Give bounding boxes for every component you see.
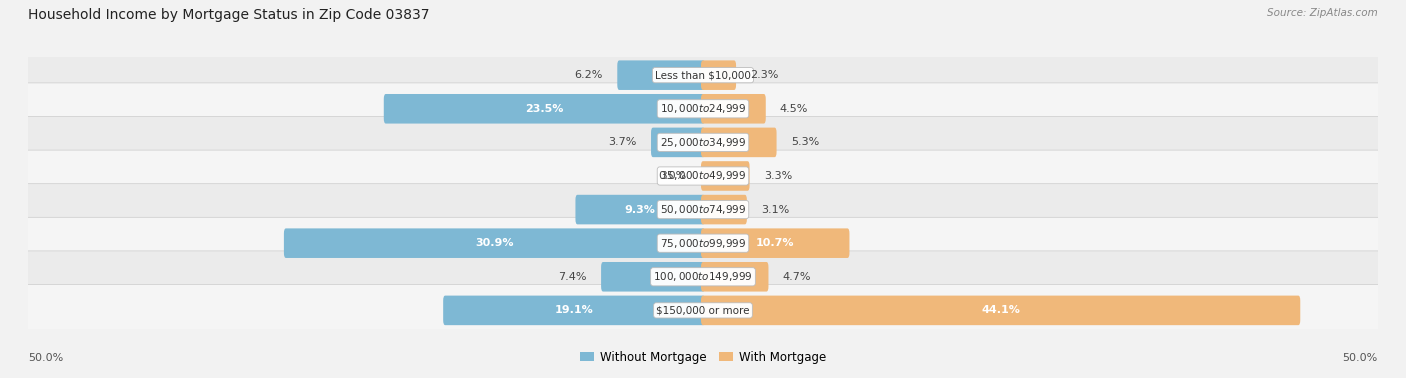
FancyBboxPatch shape [702, 128, 776, 157]
Text: 3.1%: 3.1% [761, 204, 789, 215]
FancyBboxPatch shape [702, 228, 849, 258]
FancyBboxPatch shape [24, 184, 1382, 235]
Text: 2.3%: 2.3% [751, 70, 779, 80]
FancyBboxPatch shape [702, 262, 769, 291]
FancyBboxPatch shape [24, 150, 1382, 202]
FancyBboxPatch shape [702, 60, 737, 90]
FancyBboxPatch shape [651, 128, 704, 157]
FancyBboxPatch shape [24, 49, 1382, 101]
FancyBboxPatch shape [24, 217, 1382, 269]
Text: $25,000 to $34,999: $25,000 to $34,999 [659, 136, 747, 149]
FancyBboxPatch shape [602, 262, 704, 291]
FancyBboxPatch shape [24, 285, 1382, 336]
Text: Less than $10,000: Less than $10,000 [655, 70, 751, 80]
FancyBboxPatch shape [24, 116, 1382, 168]
Text: 3.3%: 3.3% [763, 171, 792, 181]
Text: $75,000 to $99,999: $75,000 to $99,999 [659, 237, 747, 250]
Text: 50.0%: 50.0% [1343, 353, 1378, 363]
Text: 44.1%: 44.1% [981, 305, 1021, 315]
FancyBboxPatch shape [702, 296, 1301, 325]
Text: $50,000 to $74,999: $50,000 to $74,999 [659, 203, 747, 216]
Text: 7.4%: 7.4% [558, 272, 586, 282]
Text: 19.1%: 19.1% [555, 305, 593, 315]
Text: Source: ZipAtlas.com: Source: ZipAtlas.com [1267, 8, 1378, 17]
Text: 6.2%: 6.2% [575, 70, 603, 80]
FancyBboxPatch shape [702, 94, 766, 124]
FancyBboxPatch shape [24, 251, 1382, 303]
Text: Household Income by Mortgage Status in Zip Code 03837: Household Income by Mortgage Status in Z… [28, 8, 430, 22]
Text: $35,000 to $49,999: $35,000 to $49,999 [659, 169, 747, 183]
Text: 50.0%: 50.0% [28, 353, 63, 363]
FancyBboxPatch shape [575, 195, 704, 225]
Text: 30.9%: 30.9% [475, 238, 513, 248]
FancyBboxPatch shape [24, 83, 1382, 135]
Text: $10,000 to $24,999: $10,000 to $24,999 [659, 102, 747, 115]
Text: 0.0%: 0.0% [658, 171, 686, 181]
Text: 3.7%: 3.7% [609, 137, 637, 147]
Text: $150,000 or more: $150,000 or more [657, 305, 749, 315]
FancyBboxPatch shape [443, 296, 704, 325]
Text: 10.7%: 10.7% [756, 238, 794, 248]
FancyBboxPatch shape [384, 94, 704, 124]
Text: $100,000 to $149,999: $100,000 to $149,999 [654, 270, 752, 283]
Text: 5.3%: 5.3% [790, 137, 818, 147]
FancyBboxPatch shape [284, 228, 704, 258]
Legend: Without Mortgage, With Mortgage: Without Mortgage, With Mortgage [575, 346, 831, 368]
FancyBboxPatch shape [702, 161, 749, 191]
Text: 23.5%: 23.5% [526, 104, 564, 114]
Text: 4.7%: 4.7% [783, 272, 811, 282]
Text: 9.3%: 9.3% [624, 204, 655, 215]
FancyBboxPatch shape [617, 60, 704, 90]
Text: 4.5%: 4.5% [780, 104, 808, 114]
FancyBboxPatch shape [702, 195, 747, 225]
